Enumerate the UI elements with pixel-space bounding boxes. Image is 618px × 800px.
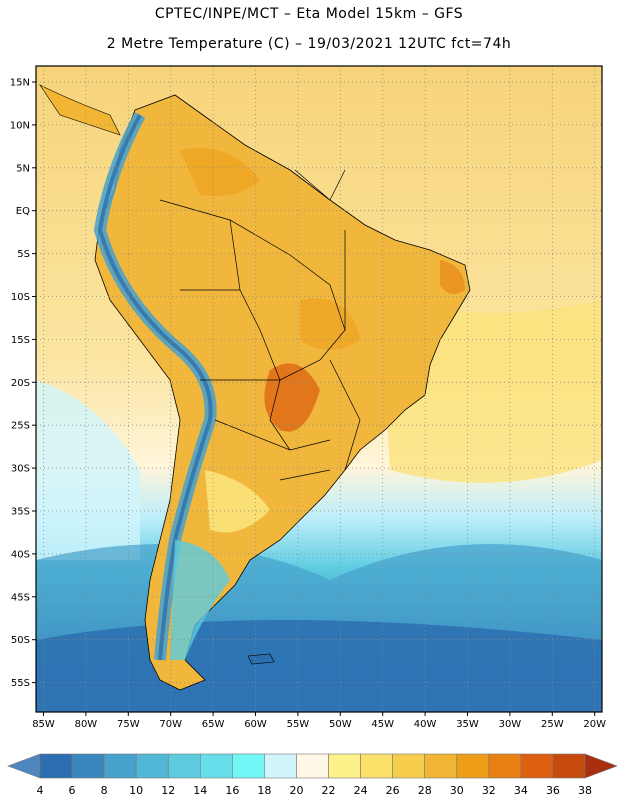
colorbar-label: 22 xyxy=(322,784,336,797)
lat-label: 10N xyxy=(10,120,30,131)
lon-label: 70W xyxy=(159,719,182,730)
colorbar-label: 34 xyxy=(514,784,528,797)
colorbar-label: 10 xyxy=(129,784,143,797)
lon-label: 80W xyxy=(75,719,98,730)
colorbar-label: 20 xyxy=(289,784,303,797)
colorbar-swatch xyxy=(392,753,426,779)
lon-label: 85W xyxy=(32,719,55,730)
colorbar-swatch xyxy=(552,753,586,779)
colorbar-label: 4 xyxy=(37,784,44,797)
colorbar-swatch xyxy=(71,753,105,779)
lat-label: 15S xyxy=(11,335,30,346)
map-title: CPTEC/INPE/MCT – Eta Model 15km – GFS xyxy=(154,6,464,22)
lat-label: 5S xyxy=(17,249,30,260)
lon-label: 65W xyxy=(202,719,225,730)
lat-label: 15N xyxy=(10,78,30,89)
colorbar-label: 36 xyxy=(546,784,560,797)
colorbar-swatch xyxy=(39,753,73,779)
lat-label: 50S xyxy=(11,635,30,646)
map-frame xyxy=(35,65,603,713)
colorbar-label: 16 xyxy=(225,784,239,797)
colorbar-label: 28 xyxy=(418,784,432,797)
lon-label: 30W xyxy=(499,719,522,730)
lat-label: 55S xyxy=(11,678,30,689)
colorbar-label: 6 xyxy=(69,784,76,797)
colorbar-over-arrow xyxy=(584,753,618,779)
colorbar-swatch xyxy=(456,753,490,779)
lat-label: 45S xyxy=(11,592,30,603)
colorbar-label: 8 xyxy=(101,784,108,797)
lon-label: 35W xyxy=(456,719,479,730)
lon-label: 75W xyxy=(117,719,140,730)
lat-label: EQ xyxy=(16,206,30,217)
colorbar-swatch xyxy=(264,753,297,779)
colorbar-swatch xyxy=(424,753,458,779)
lat-label: 5N xyxy=(16,163,30,174)
colorbar-label: 26 xyxy=(386,784,400,797)
colorbar-label: 30 xyxy=(450,784,464,797)
colorbar-swatch xyxy=(199,753,233,779)
colorbar-label: 38 xyxy=(578,784,592,797)
lat-label: 25S xyxy=(11,421,30,432)
colorbar-swatch xyxy=(360,753,393,779)
lon-label: 55W xyxy=(287,719,310,730)
lat-label: 35S xyxy=(11,507,30,518)
lon-label: 20W xyxy=(583,719,606,730)
colorbar-label: 32 xyxy=(482,784,496,797)
colorbar-swatch xyxy=(135,753,169,779)
lon-label: 25W xyxy=(541,719,564,730)
colorbar-swatch xyxy=(328,753,361,779)
lon-label: 60W xyxy=(244,719,267,730)
country-borders xyxy=(159,169,361,481)
colorbar-label: 18 xyxy=(257,784,271,797)
lat-label: 10S xyxy=(11,292,30,303)
map-field xyxy=(36,66,602,712)
lat-label: 40S xyxy=(11,549,30,560)
lon-label: 40W xyxy=(414,719,437,730)
lon-label: 50W xyxy=(329,719,352,730)
colorbar-under-arrow xyxy=(7,753,41,779)
latitude-labels: 15N 10N 5N EQ 5S 10S 15S 20S 25S 30S 35S 40S 45S 50S 5… xyxy=(10,78,36,689)
colorbar-label: 14 xyxy=(193,784,207,797)
colorbar-label: 12 xyxy=(161,784,175,797)
colorbar-swatch xyxy=(232,753,265,779)
colorbar-swatch xyxy=(488,753,522,779)
colorbar-swatch xyxy=(167,753,201,779)
lon-label: 45W xyxy=(371,719,394,730)
colorbar-label: 24 xyxy=(354,784,368,797)
map-subtitle: 2 Metre Temperature (C) – 19/03/2021 12U… xyxy=(106,36,512,52)
colorbar-swatch xyxy=(103,753,137,779)
lat-label: 20S xyxy=(11,378,30,389)
colorbar: 4 6 8 10 12 14 16 18 20 22 24 26 28 30 32 34 36 38 xyxy=(7,753,618,797)
colorbar-swatch xyxy=(520,753,554,779)
longitude-labels: 85W 80W 75W 70W 65W 60W 55W 50W 45W 40W 35W 30W 25W 2… xyxy=(32,712,606,730)
colorbar-swatch xyxy=(296,753,329,779)
lat-label: 30S xyxy=(11,464,30,475)
